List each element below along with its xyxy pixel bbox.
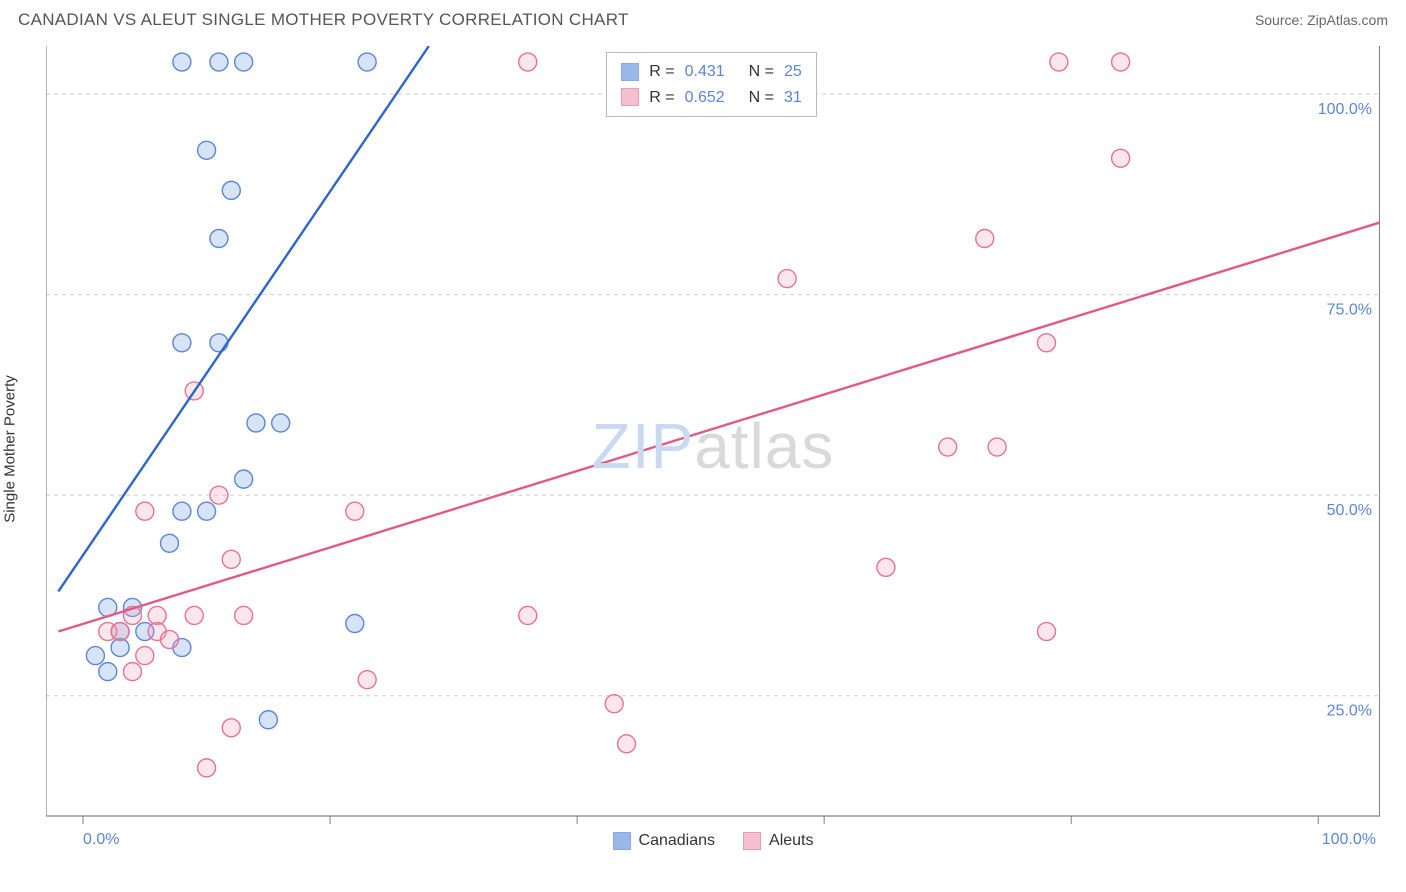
legend-label: Aleuts	[769, 832, 813, 850]
source-attribution: Source: ZipAtlas.com	[1255, 12, 1388, 28]
legend-item: Aleuts	[743, 832, 813, 850]
legend-swatch	[621, 88, 639, 106]
svg-text:75.0%: 75.0%	[1327, 302, 1372, 319]
r-label: R =	[649, 59, 674, 85]
r-label: R =	[649, 85, 674, 111]
y-axis-label: Single Mother Poverty	[2, 375, 19, 523]
legend-row: R = 0.431 N = 25	[621, 59, 801, 85]
legend-row: R = 0.652 N = 31	[621, 85, 801, 111]
legend-label: Canadians	[639, 832, 716, 850]
n-label: N =	[749, 59, 774, 85]
r-value: 0.652	[685, 85, 739, 111]
chart-area: Single Mother Poverty 25.0%50.0%75.0%100…	[46, 46, 1380, 852]
n-value: 31	[784, 85, 802, 111]
svg-text:50.0%: 50.0%	[1327, 502, 1372, 519]
n-label: N =	[749, 85, 774, 111]
svg-text:100.0%: 100.0%	[1318, 101, 1372, 118]
scatter-plot: 25.0%50.0%75.0%100.0%0.0%100.0%	[46, 46, 1380, 852]
series-legend: Canadians Aleuts	[46, 832, 1380, 850]
svg-text:25.0%: 25.0%	[1327, 703, 1372, 720]
r-value: 0.431	[685, 59, 739, 85]
legend-item: Canadians	[613, 832, 716, 850]
correlation-legend: R = 0.431 N = 25 R = 0.652 N = 31	[606, 52, 816, 117]
legend-swatch	[613, 832, 631, 850]
legend-swatch	[743, 832, 761, 850]
legend-swatch	[621, 63, 639, 81]
n-value: 25	[784, 59, 802, 85]
chart-title: CANADIAN VS ALEUT SINGLE MOTHER POVERTY …	[18, 10, 629, 30]
chart-header: CANADIAN VS ALEUT SINGLE MOTHER POVERTY …	[0, 0, 1406, 34]
